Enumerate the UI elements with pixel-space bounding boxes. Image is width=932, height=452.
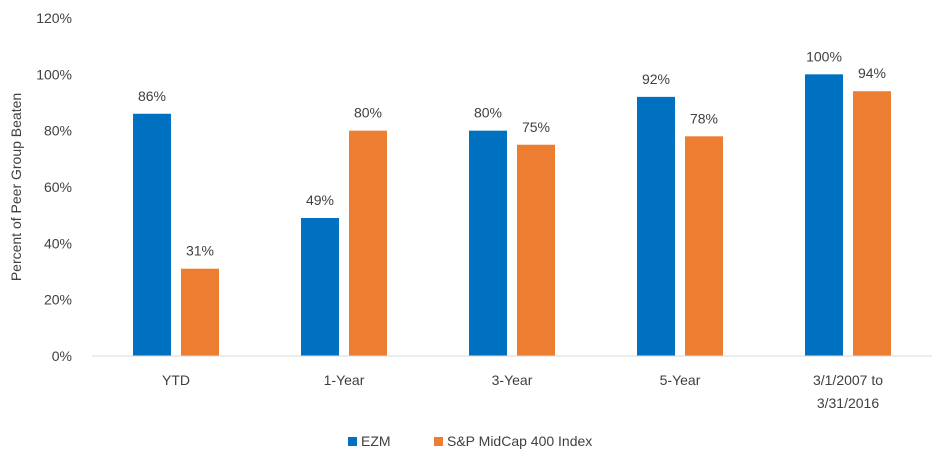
- x-tick-label: 5-Year: [660, 372, 701, 388]
- legend-label: S&P MidCap 400 Index: [447, 433, 592, 449]
- x-tick-label: 3-Year: [492, 372, 533, 388]
- data-label: 78%: [690, 110, 718, 126]
- y-axis: 0% 20% 40% 60% 80% 100% 120%: [36, 10, 72, 364]
- data-label: 31%: [186, 243, 214, 259]
- bar-sp-midcap-400-2: [517, 144, 555, 356]
- bar-sp-midcap-400-3: [685, 136, 723, 356]
- bar-ezm-1: [301, 217, 339, 356]
- data-label: 94%: [858, 65, 886, 81]
- bar-sp-midcap-400-1: [349, 130, 387, 356]
- bar-ezm-3: [637, 96, 675, 356]
- y-axis-title: Percent of Peer Group Beaten: [8, 93, 24, 281]
- x-axis: YTD 1-Year 3-Year 5-Year 3/1/2007 to 3/31/201…: [92, 355, 932, 411]
- data-label: 100%: [806, 48, 842, 64]
- bar-ezm-2: [469, 130, 507, 356]
- legend: EZM S&P MidCap 400 Index: [348, 433, 592, 449]
- bar-ezm-4: [805, 74, 843, 356]
- y-tick-label: 60%: [44, 179, 72, 195]
- data-label: 80%: [474, 105, 502, 121]
- legend-label: EZM: [361, 433, 391, 449]
- y-tick-label: 100%: [36, 66, 72, 82]
- y-tick-label: 40%: [44, 235, 72, 251]
- x-tick-label: 3/1/2007 to: [813, 372, 883, 388]
- data-label: 80%: [354, 105, 382, 121]
- bar-sp-midcap-400-0: [181, 268, 219, 356]
- x-tick-label: 1-Year: [324, 372, 365, 388]
- data-label: 49%: [306, 192, 334, 208]
- data-label: 92%: [642, 71, 670, 87]
- y-tick-label: 120%: [36, 10, 72, 26]
- bar-sp-midcap-400-4: [853, 91, 891, 356]
- y-tick-label: 0%: [52, 348, 72, 364]
- bars: [133, 74, 891, 357]
- x-tick-label: 3/31/2016: [817, 395, 879, 411]
- y-tick-label: 80%: [44, 123, 72, 139]
- data-label: 75%: [522, 119, 550, 135]
- bar-ezm-0: [133, 113, 171, 357]
- legend-swatch: [348, 437, 357, 446]
- y-tick-label: 20%: [44, 292, 72, 308]
- legend-swatch: [434, 437, 443, 446]
- x-tick-label: YTD: [162, 372, 190, 388]
- data-label: 86%: [138, 88, 166, 104]
- data-labels: 86% 31% 49% 80% 80% 75% 92% 78% 100% 94%: [138, 48, 886, 258]
